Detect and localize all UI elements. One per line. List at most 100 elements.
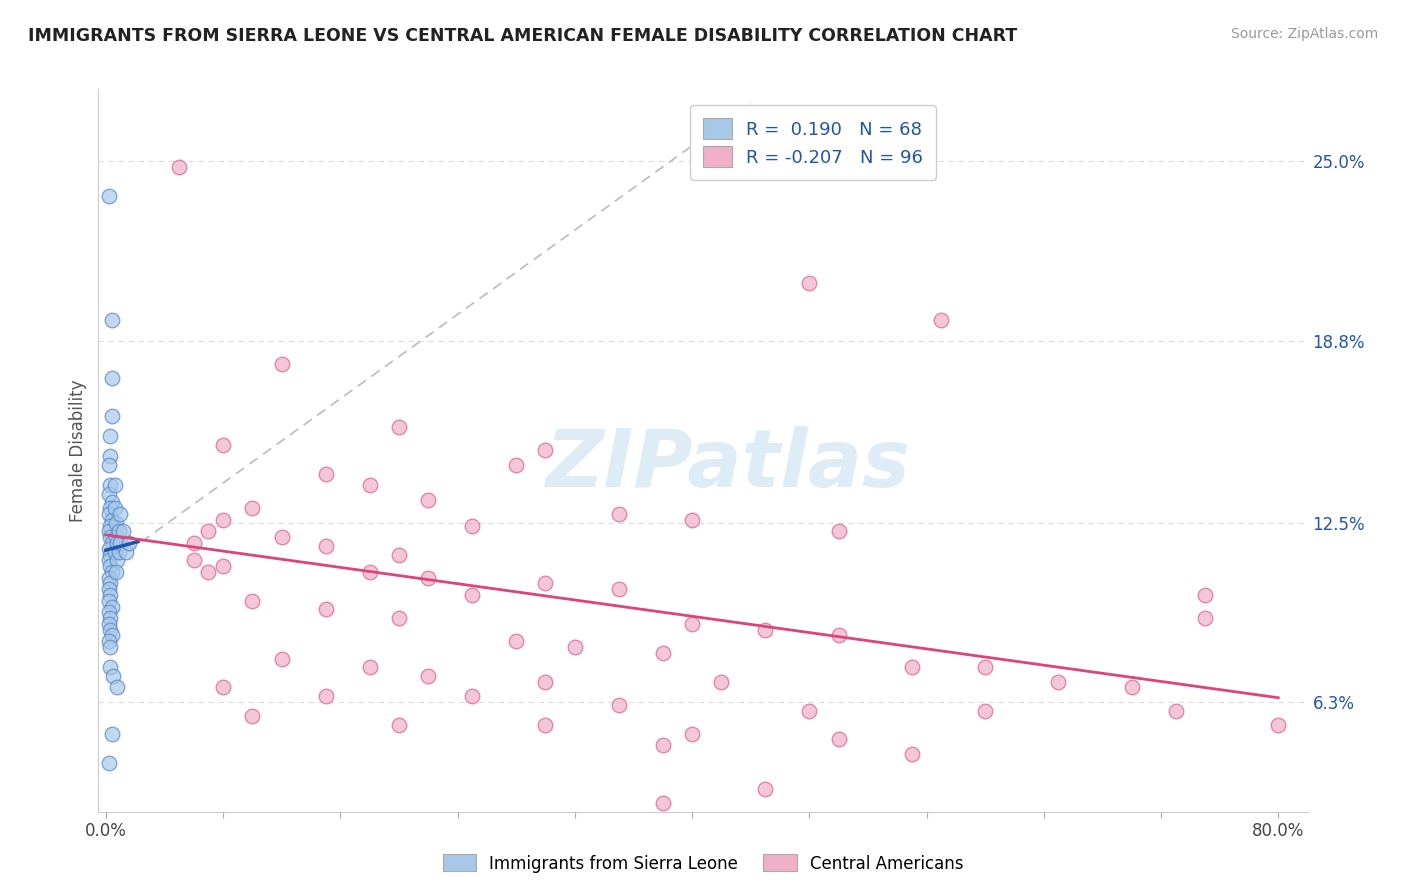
Point — [461, 689, 484, 703]
Point — [1194, 611, 1216, 625]
Point — [98, 478, 121, 492]
Point — [607, 698, 630, 712]
Point — [97, 605, 120, 619]
Point — [270, 357, 292, 371]
Text: Source: ZipAtlas.com: Source: ZipAtlas.com — [1230, 27, 1378, 41]
Point — [799, 276, 821, 290]
Point — [315, 602, 337, 616]
Point — [270, 530, 292, 544]
Point — [651, 796, 673, 810]
Point — [315, 689, 337, 703]
Point — [240, 593, 263, 607]
Point — [418, 492, 440, 507]
Point — [651, 738, 673, 752]
Point — [418, 571, 440, 585]
Point — [98, 501, 121, 516]
Point — [100, 513, 122, 527]
Point — [105, 565, 128, 579]
Point — [98, 660, 121, 674]
Point — [97, 507, 120, 521]
Point — [607, 582, 630, 597]
Point — [107, 536, 129, 550]
Point — [100, 599, 122, 614]
Text: ZIPatlas: ZIPatlas — [544, 425, 910, 504]
Point — [97, 553, 120, 567]
Point — [110, 507, 132, 521]
Point — [167, 160, 190, 174]
Point — [827, 524, 849, 539]
Point — [388, 611, 411, 625]
Point — [974, 660, 997, 674]
Point — [681, 513, 703, 527]
Point — [901, 660, 924, 674]
Point — [98, 611, 121, 625]
Point — [98, 576, 121, 591]
Point — [564, 640, 586, 654]
Point — [505, 634, 527, 648]
Point — [461, 518, 484, 533]
Point — [197, 565, 219, 579]
Point — [388, 420, 411, 434]
Point — [100, 628, 122, 642]
Point — [240, 501, 263, 516]
Point — [107, 681, 129, 695]
Point — [1194, 588, 1216, 602]
Point — [212, 513, 235, 527]
Point — [1047, 674, 1070, 689]
Point — [681, 727, 703, 741]
Point — [240, 709, 263, 723]
Point — [110, 536, 132, 550]
Point — [212, 681, 235, 695]
Point — [315, 467, 337, 481]
Point — [183, 536, 205, 550]
Point — [103, 478, 125, 492]
Point — [1121, 681, 1143, 695]
Point — [107, 553, 129, 567]
Point — [100, 409, 122, 423]
Legend: Immigrants from Sierra Leone, Central Americans: Immigrants from Sierra Leone, Central Am… — [436, 847, 970, 880]
Point — [115, 544, 138, 558]
Point — [98, 588, 121, 602]
Text: IMMIGRANTS FROM SIERRA LEONE VS CENTRAL AMERICAN FEMALE DISABILITY CORRELATION C: IMMIGRANTS FROM SIERRA LEONE VS CENTRAL … — [28, 27, 1018, 45]
Point — [799, 704, 821, 718]
Point — [97, 189, 120, 203]
Point — [100, 371, 122, 385]
Point — [651, 646, 673, 660]
Point — [827, 732, 849, 747]
Point — [270, 651, 292, 665]
Point — [97, 616, 120, 631]
Point — [183, 553, 205, 567]
Point — [388, 548, 411, 562]
Point — [100, 565, 122, 579]
Point — [359, 565, 381, 579]
Point — [98, 623, 121, 637]
Point — [105, 530, 128, 544]
Point — [418, 669, 440, 683]
Point — [212, 559, 235, 574]
Point — [359, 478, 381, 492]
Point — [105, 516, 128, 530]
Point — [98, 640, 121, 654]
Point — [974, 704, 997, 718]
Point — [754, 623, 776, 637]
Point — [197, 524, 219, 539]
Point — [100, 727, 122, 741]
Point — [97, 593, 120, 607]
Point — [97, 458, 120, 472]
Point — [315, 539, 337, 553]
Point — [98, 548, 121, 562]
Point — [100, 495, 122, 509]
Point — [505, 458, 527, 472]
Point — [97, 524, 120, 539]
Point — [98, 429, 121, 443]
Point — [534, 576, 557, 591]
Point — [97, 756, 120, 770]
Point — [929, 313, 952, 327]
Point — [681, 616, 703, 631]
Point — [97, 571, 120, 585]
Point — [98, 449, 121, 463]
Point — [754, 781, 776, 796]
Point — [534, 718, 557, 732]
Point — [103, 544, 125, 558]
Point — [118, 536, 141, 550]
